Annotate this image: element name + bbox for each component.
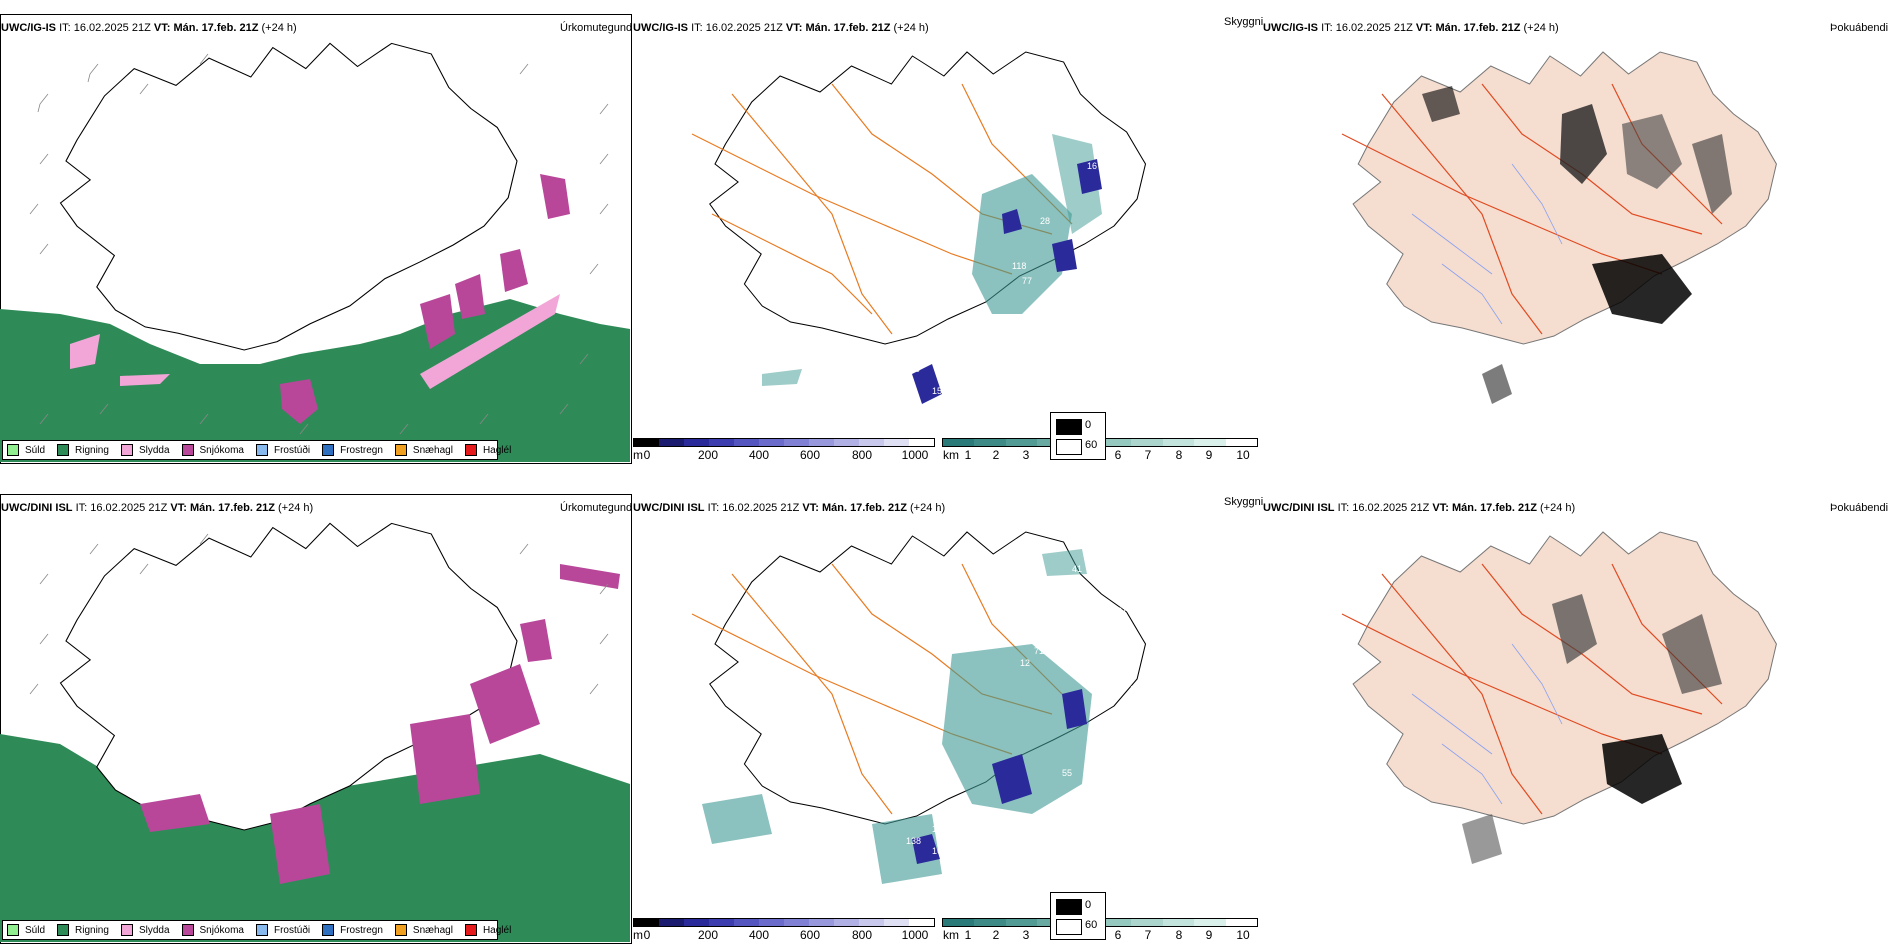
station-value: 88 [1122, 146, 1132, 156]
legend-item: Frostúði [255, 444, 310, 456]
panel-header: UWC/DINI ISL IT: 16.02.2025 21Z VT: Mán.… [1, 502, 314, 514]
visibility-unit: km [943, 448, 959, 462]
fog-panel: UWC/IG-IS IT: 16.02.2025 21Z VT: Mán. 17… [1050, 14, 1900, 464]
fog-key: 0 60 [1050, 412, 1106, 460]
legend-item: Snjókoma [181, 444, 244, 456]
station-value: 49 [1017, 626, 1027, 636]
legend-item: Súld [7, 924, 45, 936]
panel-title: Úrkomutegund [560, 502, 633, 514]
legend-item: Snjókoma [181, 924, 244, 936]
fog-map [1341, 51, 1777, 404]
ceiling-unit: m [633, 928, 643, 942]
panel-header: UWC/DINI ISL IT: 16.02.2025 21Z VT: Mán.… [1263, 502, 1576, 514]
station-value: 137 [1137, 224, 1152, 234]
precip-type-panel: UWC/DINI ISL IT: 16.02.2025 21Z VT: Mán.… [0, 494, 632, 944]
legend-item: Haglél [464, 444, 511, 456]
station-value: 150 [1130, 266, 1145, 276]
station-value: 190 [1130, 252, 1145, 262]
station-value: 156 [932, 386, 947, 396]
legend-item: Slydda [120, 444, 170, 456]
station-value: 71 [1034, 646, 1044, 656]
legend-item: Súld [7, 444, 45, 456]
ceiling-ticks: 0 200 400 600 800 1000 [643, 928, 929, 942]
station-value: 15 [1152, 708, 1162, 718]
station-value: 128 [1130, 684, 1145, 694]
precip-map [0, 522, 630, 942]
station-value: 70 [910, 364, 920, 374]
legend-item: Snæhagl [394, 444, 453, 456]
legend-item: Frostregn [322, 924, 383, 936]
station-value: 23 [1109, 174, 1119, 184]
station-value: 55 [1062, 768, 1072, 778]
visibility-panel: UWC/DINI ISL IT: 16.02.2025 21Z VT: Mán.… [632, 494, 1264, 944]
station-value: 78 [1097, 718, 1107, 728]
precip-type-panel: UWC/IG-IS IT: 16.02.2025 21Z VT: Mán. 17… [0, 14, 632, 464]
panel-title: Úrkomutegund [560, 22, 633, 34]
station-value: 297 [1134, 238, 1149, 248]
station-value: 41 [1072, 564, 1082, 574]
station-value: 93 [1152, 664, 1162, 674]
map-frame [0, 14, 632, 464]
panel-header: UWC/DINI ISL IT: 16.02.2025 21Z VT: Mán.… [633, 502, 946, 514]
station-value: 22 [1092, 624, 1102, 634]
fog-map [1341, 531, 1777, 864]
station-value: 138 [906, 836, 921, 846]
panel-header: UWC/IG-IS IT: 16.02.2025 21Z VT: Mán. 17… [1, 22, 297, 34]
fog-panel: UWC/DINI ISL IT: 16.02.2025 21Z VT: Mán.… [1050, 494, 1900, 944]
station-value: 12 [1157, 174, 1167, 184]
panel-title: Þokuábendi [1830, 502, 1889, 514]
station-value: 22 [1087, 781, 1097, 791]
legend-item: Haglél [464, 924, 511, 936]
panel-header: UWC/IG-IS IT: 16.02.2025 21Z VT: Mán. 17… [633, 22, 929, 34]
visibility-map: 41 37 131 22 20 116 93 128 49 12 71 74 7… [691, 531, 1170, 884]
station-value: 12 [1020, 658, 1030, 668]
station-value: 77 [1022, 276, 1032, 286]
station-value: 74 [1137, 698, 1147, 708]
panel-header: UWC/IG-IS IT: 16.02.2025 21Z VT: Mán. 17… [1263, 22, 1559, 34]
precip-legend: Súld Rigning Slydda Snjókoma Frostúði Fr… [2, 440, 511, 460]
station-value: 116 [1156, 644, 1170, 654]
panel-title: Þokuábendi [1830, 22, 1889, 34]
map-frame [0, 494, 632, 944]
station-value: 28 [1040, 216, 1050, 226]
fog-key: 0 60 [1050, 892, 1106, 940]
station-value: 79 [1062, 304, 1072, 314]
station-value: 29 [1064, 331, 1074, 341]
station-value: 37 [1092, 601, 1102, 611]
legend-item: Rigning [57, 924, 109, 936]
station-value: 131 [1112, 606, 1127, 616]
ceiling-unit: m [633, 448, 643, 462]
station-value: 93 [1107, 754, 1117, 764]
legend-item: Frostúði [255, 924, 310, 936]
station-value: 16 [932, 846, 942, 856]
station-value: 14 [1112, 262, 1122, 272]
legend-item: Frostregn [322, 444, 383, 456]
station-value: 15 [1086, 276, 1096, 286]
visibility-map: 88 16 23 28 12 137 297 190 150 14 118 77… [691, 51, 1167, 404]
precip-map [0, 42, 630, 462]
panel-title: Skyggni [1224, 16, 1264, 28]
ceiling-colorbar [633, 438, 935, 447]
station-value: 20 [1120, 634, 1130, 644]
station-value: 118 [1012, 261, 1026, 271]
station-value: 14 [932, 824, 942, 834]
visibility-unit: km [943, 928, 959, 942]
ceiling-colorbar [633, 918, 935, 927]
station-value: 16 [1087, 161, 1097, 171]
legend-item: Slydda [120, 924, 170, 936]
ceiling-ticks: 0 200 400 600 800 1000 [643, 448, 929, 462]
legend-item: Snæhagl [394, 924, 453, 936]
visibility-panel: UWC/IG-IS IT: 16.02.2025 21Z VT: Mán. 17… [632, 14, 1264, 464]
precip-legend: Súld Rigning Slydda Snjókoma Frostúði Fr… [2, 920, 511, 940]
panel-title: Skyggni [1224, 496, 1264, 508]
legend-item: Rigning [57, 444, 109, 456]
